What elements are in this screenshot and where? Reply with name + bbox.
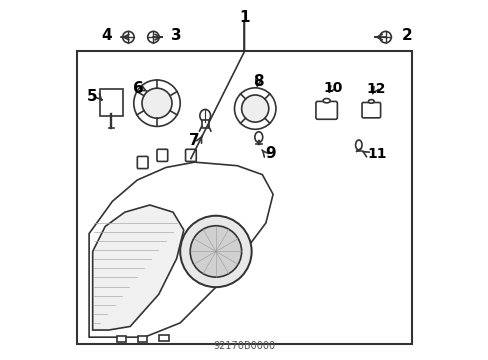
FancyBboxPatch shape [361,103,380,118]
Circle shape [241,95,268,122]
Text: 8: 8 [253,74,264,89]
Circle shape [122,31,134,43]
FancyBboxPatch shape [157,149,167,161]
Polygon shape [89,162,272,337]
Text: 3: 3 [171,28,182,43]
Circle shape [134,80,180,126]
FancyBboxPatch shape [315,102,337,119]
Text: 1: 1 [239,10,249,25]
Text: 4: 4 [102,28,112,43]
FancyBboxPatch shape [100,89,123,116]
Circle shape [379,31,390,43]
Polygon shape [93,205,183,330]
Ellipse shape [200,109,210,122]
Ellipse shape [254,132,262,143]
FancyBboxPatch shape [116,336,125,342]
Circle shape [190,226,241,277]
Ellipse shape [355,140,361,150]
FancyBboxPatch shape [159,335,168,341]
Text: 2: 2 [401,28,411,43]
Text: 6: 6 [133,81,143,96]
Text: 92170B0000: 92170B0000 [213,342,275,351]
FancyBboxPatch shape [137,157,148,168]
FancyBboxPatch shape [138,336,147,342]
Circle shape [147,31,159,43]
Text: 5: 5 [86,89,97,104]
Text: 11: 11 [367,147,386,161]
FancyBboxPatch shape [185,149,196,161]
Bar [201,120,208,128]
Text: 12: 12 [366,82,386,96]
Ellipse shape [323,99,329,103]
Circle shape [234,88,275,129]
FancyBboxPatch shape [77,51,411,344]
Circle shape [142,88,172,118]
Text: 7: 7 [189,133,200,148]
Text: 10: 10 [323,81,342,95]
Text: 9: 9 [264,146,275,161]
Circle shape [180,216,251,287]
Ellipse shape [367,100,373,103]
